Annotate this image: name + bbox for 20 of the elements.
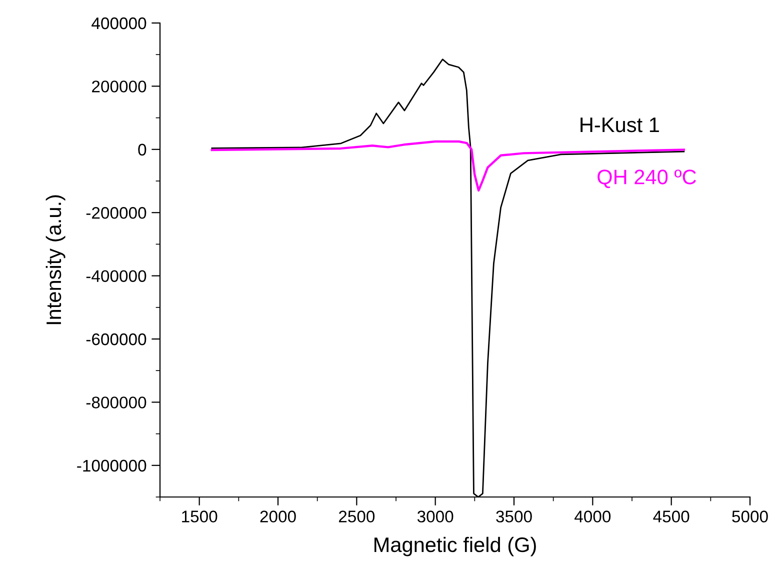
x-tick-label: 2000 — [260, 510, 296, 522]
x-tick-label: 2500 — [338, 510, 375, 522]
x-axis-title: Magnetic field (G) — [374, 536, 536, 556]
y-tick-label: -1000000 — [77, 460, 146, 472]
y-tick-label: 200000 — [92, 80, 146, 92]
x-tick-label: 1500 — [182, 510, 218, 522]
y-tick-label: -200000 — [86, 207, 146, 219]
y-tick-label: 400000 — [92, 17, 146, 30]
y-tick-label: -800000 — [86, 396, 146, 408]
x-tick-label: 4500 — [653, 510, 690, 522]
x-tick-label: 4000 — [574, 510, 611, 522]
y-axis-title: Intensity (a.u.) — [46, 195, 66, 324]
y-tick-label: -600000 — [86, 333, 146, 346]
series-label: QH 240 ºC — [598, 170, 696, 188]
x-tick-label: 5000 — [732, 510, 768, 522]
y-tick-label: -400000 — [86, 270, 146, 282]
series-label: H-Kust 1 — [580, 118, 659, 132]
y-tick-label: 0 — [138, 144, 146, 156]
x-tick-label: 3000 — [417, 510, 454, 522]
x-tick-label: 3500 — [496, 510, 532, 522]
